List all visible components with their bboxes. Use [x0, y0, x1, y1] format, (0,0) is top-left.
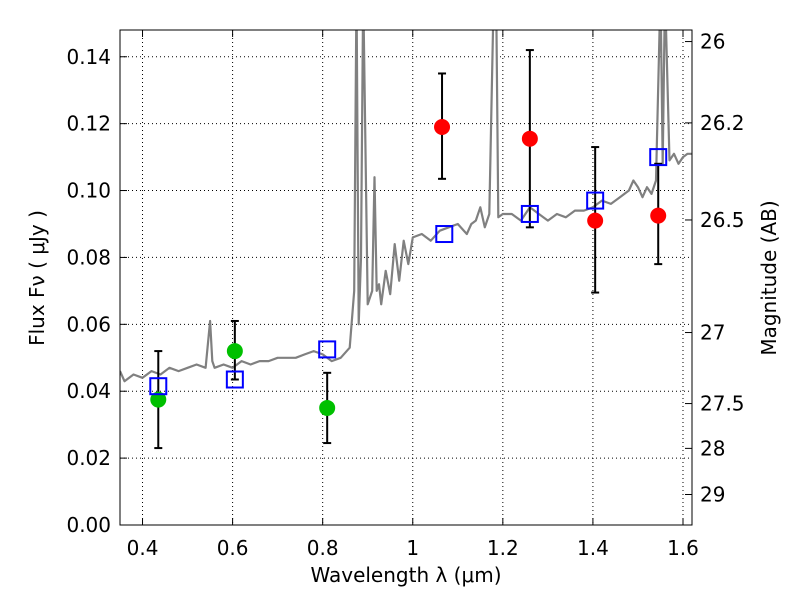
plot-frame [119, 29, 693, 526]
x-tick-label: 1.6 [667, 536, 699, 560]
model-photometry-square [520, 204, 539, 223]
model-photometry-square [649, 148, 668, 167]
y-tick-label: 0.12 [66, 112, 111, 136]
model-photometry-square [318, 340, 337, 359]
y-tick-label: 0.06 [66, 312, 111, 336]
y-right-tick-label: 26.5 [700, 208, 745, 232]
spectrum-line [120, 30, 692, 383]
y-axis-label: Flux Fν ( μJy ) [25, 210, 49, 346]
green-point [319, 399, 336, 416]
grid-layer [120, 30, 692, 526]
red-point [587, 212, 604, 229]
x-tick-label: 1.2 [487, 536, 519, 560]
model-photometry-square [586, 191, 605, 210]
x-tick-label: 1 [406, 536, 419, 560]
x-tick-label: 1.4 [577, 536, 609, 560]
y-right-tick-label: 26.2 [700, 111, 745, 135]
y-right-tick-label: 29 [700, 482, 725, 506]
x-tick-label: 0.4 [127, 536, 159, 560]
x-axis-label: Wavelength λ (μm) [310, 563, 501, 587]
red-point [650, 207, 667, 224]
model-photometry-square [435, 225, 454, 244]
green-point [150, 391, 167, 408]
y-tick-label: 0.14 [66, 45, 111, 69]
y-tick-label: 0.10 [66, 179, 111, 203]
green-point [226, 343, 243, 360]
model-photometry-square [149, 377, 168, 396]
y-right-tick-label: 27.5 [700, 392, 745, 416]
red-point [434, 118, 451, 135]
x-tick-label: 0.8 [307, 536, 339, 560]
y-tick-label: 0.00 [66, 513, 111, 537]
model-photometry-square [225, 370, 244, 389]
y-right-tick-label: 27 [700, 321, 725, 345]
red-point [521, 130, 538, 147]
data-layer [120, 30, 692, 450]
tick-layer: 0.4 0.6 0.8 1 1.2 1.4 1.6 0.00 0.02 0.04 0.06 0.08 0… [66, 30, 744, 560]
y-tick-label: 0.02 [66, 446, 111, 470]
y-right-axis-label: Magnitude (AB) [757, 200, 781, 355]
y-right-tick-label: 28 [700, 436, 725, 460]
y-tick-label: 0.04 [66, 379, 111, 403]
y-right-tick-label: 26 [700, 30, 725, 54]
x-tick-label: 0.6 [217, 536, 249, 560]
y-tick-label: 0.08 [66, 245, 111, 269]
